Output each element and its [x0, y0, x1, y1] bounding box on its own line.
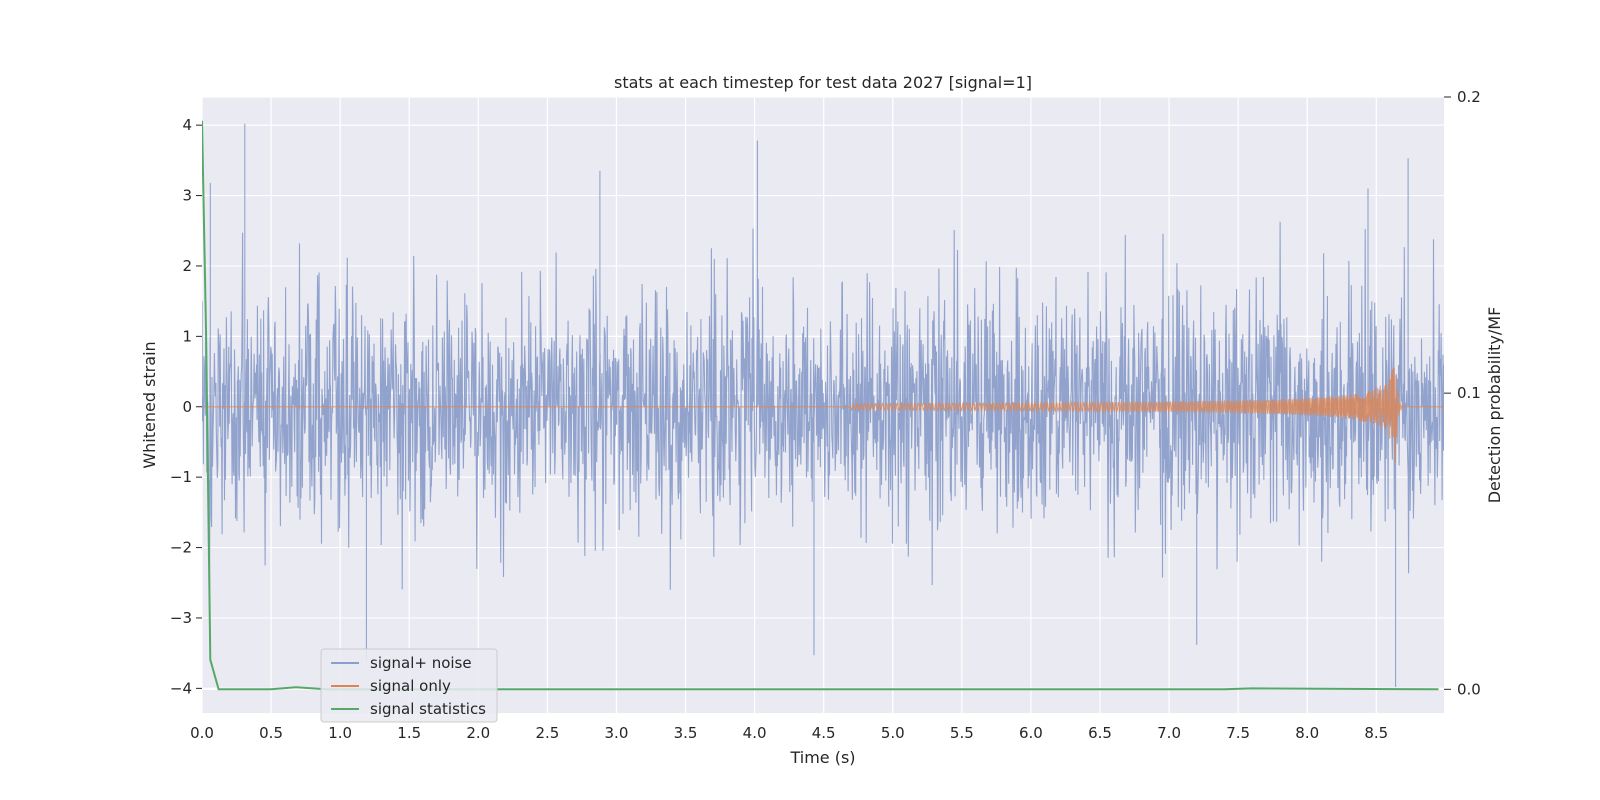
x-tick-label: 3.5: [674, 724, 698, 742]
x-tick-label: 5.0: [881, 724, 905, 742]
legend-label-signal-only: signal only: [370, 677, 451, 695]
x-tick-label: 2.0: [466, 724, 490, 742]
y-right-tick-label: 0.0: [1457, 680, 1481, 698]
x-tick-label: 5.5: [950, 724, 974, 742]
y-tick-label: 1: [182, 327, 192, 345]
x-tick-label: 7.0: [1157, 724, 1181, 742]
y-right-tick-label: 0.2: [1457, 88, 1481, 106]
y-axis-label-left: Whitened strain: [140, 341, 159, 468]
y-tick-label: 3: [182, 187, 192, 205]
series-signal-only: [202, 367, 1444, 463]
x-tick-label: 0.0: [190, 724, 214, 742]
y-axis-right: 0.0 0.1 0.2: [1444, 88, 1481, 698]
x-tick-label: 7.5: [1226, 724, 1250, 742]
x-tick-label: 3.0: [605, 724, 629, 742]
legend: signal+ noise signal only signal statist…: [320, 648, 498, 723]
y-tick-label: −4: [170, 679, 192, 697]
chart-title: stats at each timestep for test data 202…: [614, 73, 1032, 92]
legend-box: [320, 648, 498, 723]
y-right-tick-label: 0.1: [1457, 384, 1481, 402]
y-tick-label: 4: [182, 116, 192, 134]
series-line-signal-plus-noise: [202, 123, 1444, 687]
x-tick-label: 1.0: [328, 724, 352, 742]
x-tick-label: 6.5: [1088, 724, 1112, 742]
y-tick-label: −1: [170, 468, 192, 486]
y-tick-label: −2: [170, 539, 192, 557]
legend-label-signal-plus-noise: signal+ noise: [370, 654, 472, 672]
y-axis-left: −4 −3 −2 −1 0 1 2 3 4: [170, 116, 202, 697]
x-tick-label: 1.5: [397, 724, 421, 742]
series-line-signal-only: [202, 367, 1444, 463]
y-tick-label: −3: [170, 609, 192, 627]
y-tick-label: 2: [182, 257, 192, 275]
legend-label-signal-statistics: signal statistics: [370, 700, 486, 718]
x-tick-label: 4.5: [812, 724, 836, 742]
x-tick-label: 8.5: [1364, 724, 1388, 742]
series-signal-plus-noise: [202, 123, 1444, 687]
x-axis-label: Time (s): [789, 748, 855, 767]
x-axis: 0.0 0.5 1.0 1.5 2.0 2.5 3.0 3.5 4.0 4.5 5.0 5.5 6.0 6…: [190, 724, 1388, 742]
y-tick-label: 0: [182, 398, 192, 416]
x-tick-label: 2.5: [535, 724, 559, 742]
x-tick-label: 8.0: [1295, 724, 1319, 742]
x-tick-label: 4.0: [743, 724, 767, 742]
x-tick-label: 6.0: [1019, 724, 1043, 742]
x-tick-label: 0.5: [259, 724, 283, 742]
y-axis-label-right: Detection probability/MF: [1485, 307, 1504, 504]
